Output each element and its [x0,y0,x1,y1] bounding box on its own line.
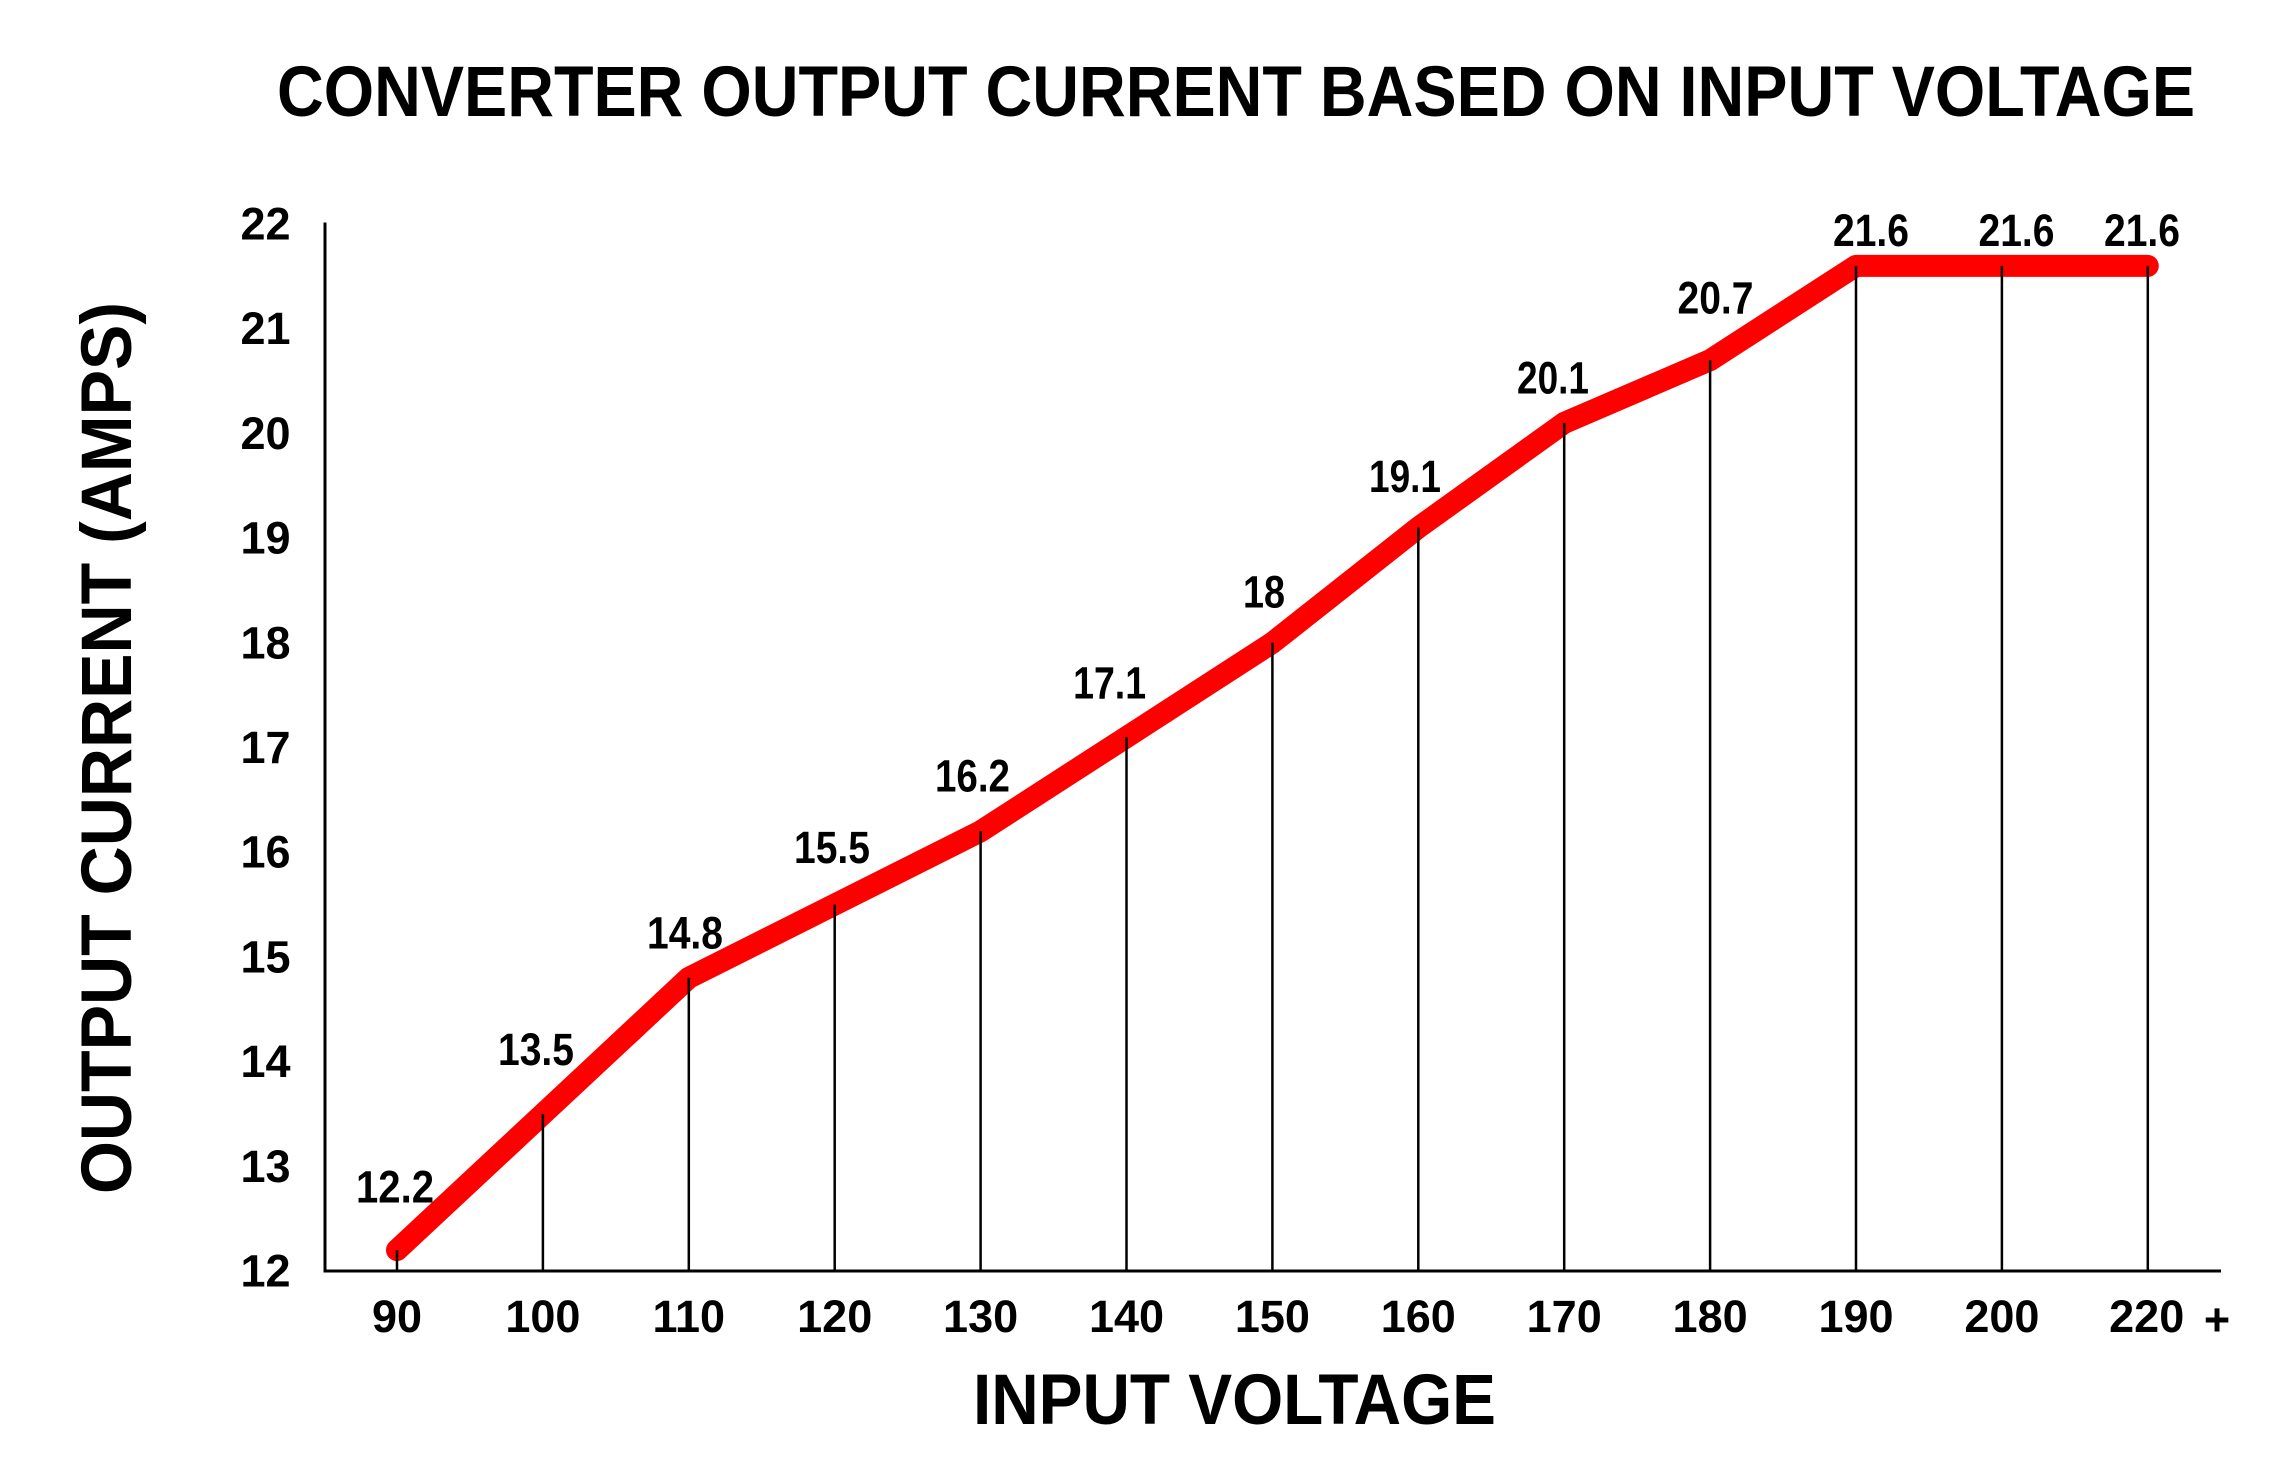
svg-text:130: 130 [943,1291,1018,1342]
svg-text:16: 16 [240,827,290,878]
svg-text:220: 220 [2109,1291,2184,1342]
svg-text:18: 18 [240,617,290,668]
svg-text:12.2: 12.2 [356,1162,434,1213]
svg-text:17.1: 17.1 [1073,658,1146,709]
svg-text:200: 200 [1964,1291,2039,1342]
svg-text:140: 140 [1089,1291,1164,1342]
svg-text:110: 110 [652,1291,725,1342]
svg-text:19: 19 [240,513,290,564]
svg-text:120: 120 [797,1291,872,1342]
svg-text:+: + [2204,1294,2230,1345]
svg-text:OUTPUT CURRENT (AMPS): OUTPUT CURRENT (AMPS) [68,302,147,1194]
svg-text:90: 90 [372,1291,422,1342]
svg-text:13.5: 13.5 [498,1024,574,1075]
svg-text:18: 18 [1243,567,1285,618]
svg-text:21.6: 21.6 [1833,205,1909,256]
svg-text:100: 100 [505,1291,580,1342]
svg-text:19.1: 19.1 [1369,451,1441,502]
svg-text:14.8: 14.8 [647,908,723,959]
svg-text:16.2: 16.2 [935,751,1010,802]
svg-text:21.6: 21.6 [2104,205,2180,256]
svg-text:20.7: 20.7 [1678,273,1754,324]
svg-text:13: 13 [240,1141,290,1192]
svg-text:INPUT VOLTAGE: INPUT VOLTAGE [973,1361,1496,1440]
svg-text:14: 14 [240,1036,290,1087]
svg-text:150: 150 [1235,1291,1310,1342]
svg-text:21: 21 [240,303,290,354]
svg-text:15: 15 [240,931,290,982]
svg-text:22: 22 [240,199,290,250]
svg-text:12: 12 [240,1246,290,1297]
svg-text:20: 20 [240,408,290,459]
svg-text:17: 17 [240,722,290,773]
svg-text:170: 170 [1527,1291,1602,1342]
svg-text:180: 180 [1673,1291,1748,1342]
svg-text:190: 190 [1818,1291,1893,1342]
svg-text:160: 160 [1381,1291,1456,1342]
svg-text:15.5: 15.5 [794,822,870,873]
svg-text:21.6: 21.6 [1979,205,2055,256]
svg-text:20.1: 20.1 [1517,353,1589,404]
svg-text:CONVERTER OUTPUT CURRENT BASED: CONVERTER OUTPUT CURRENT BASED ON INPUT … [277,53,2195,132]
